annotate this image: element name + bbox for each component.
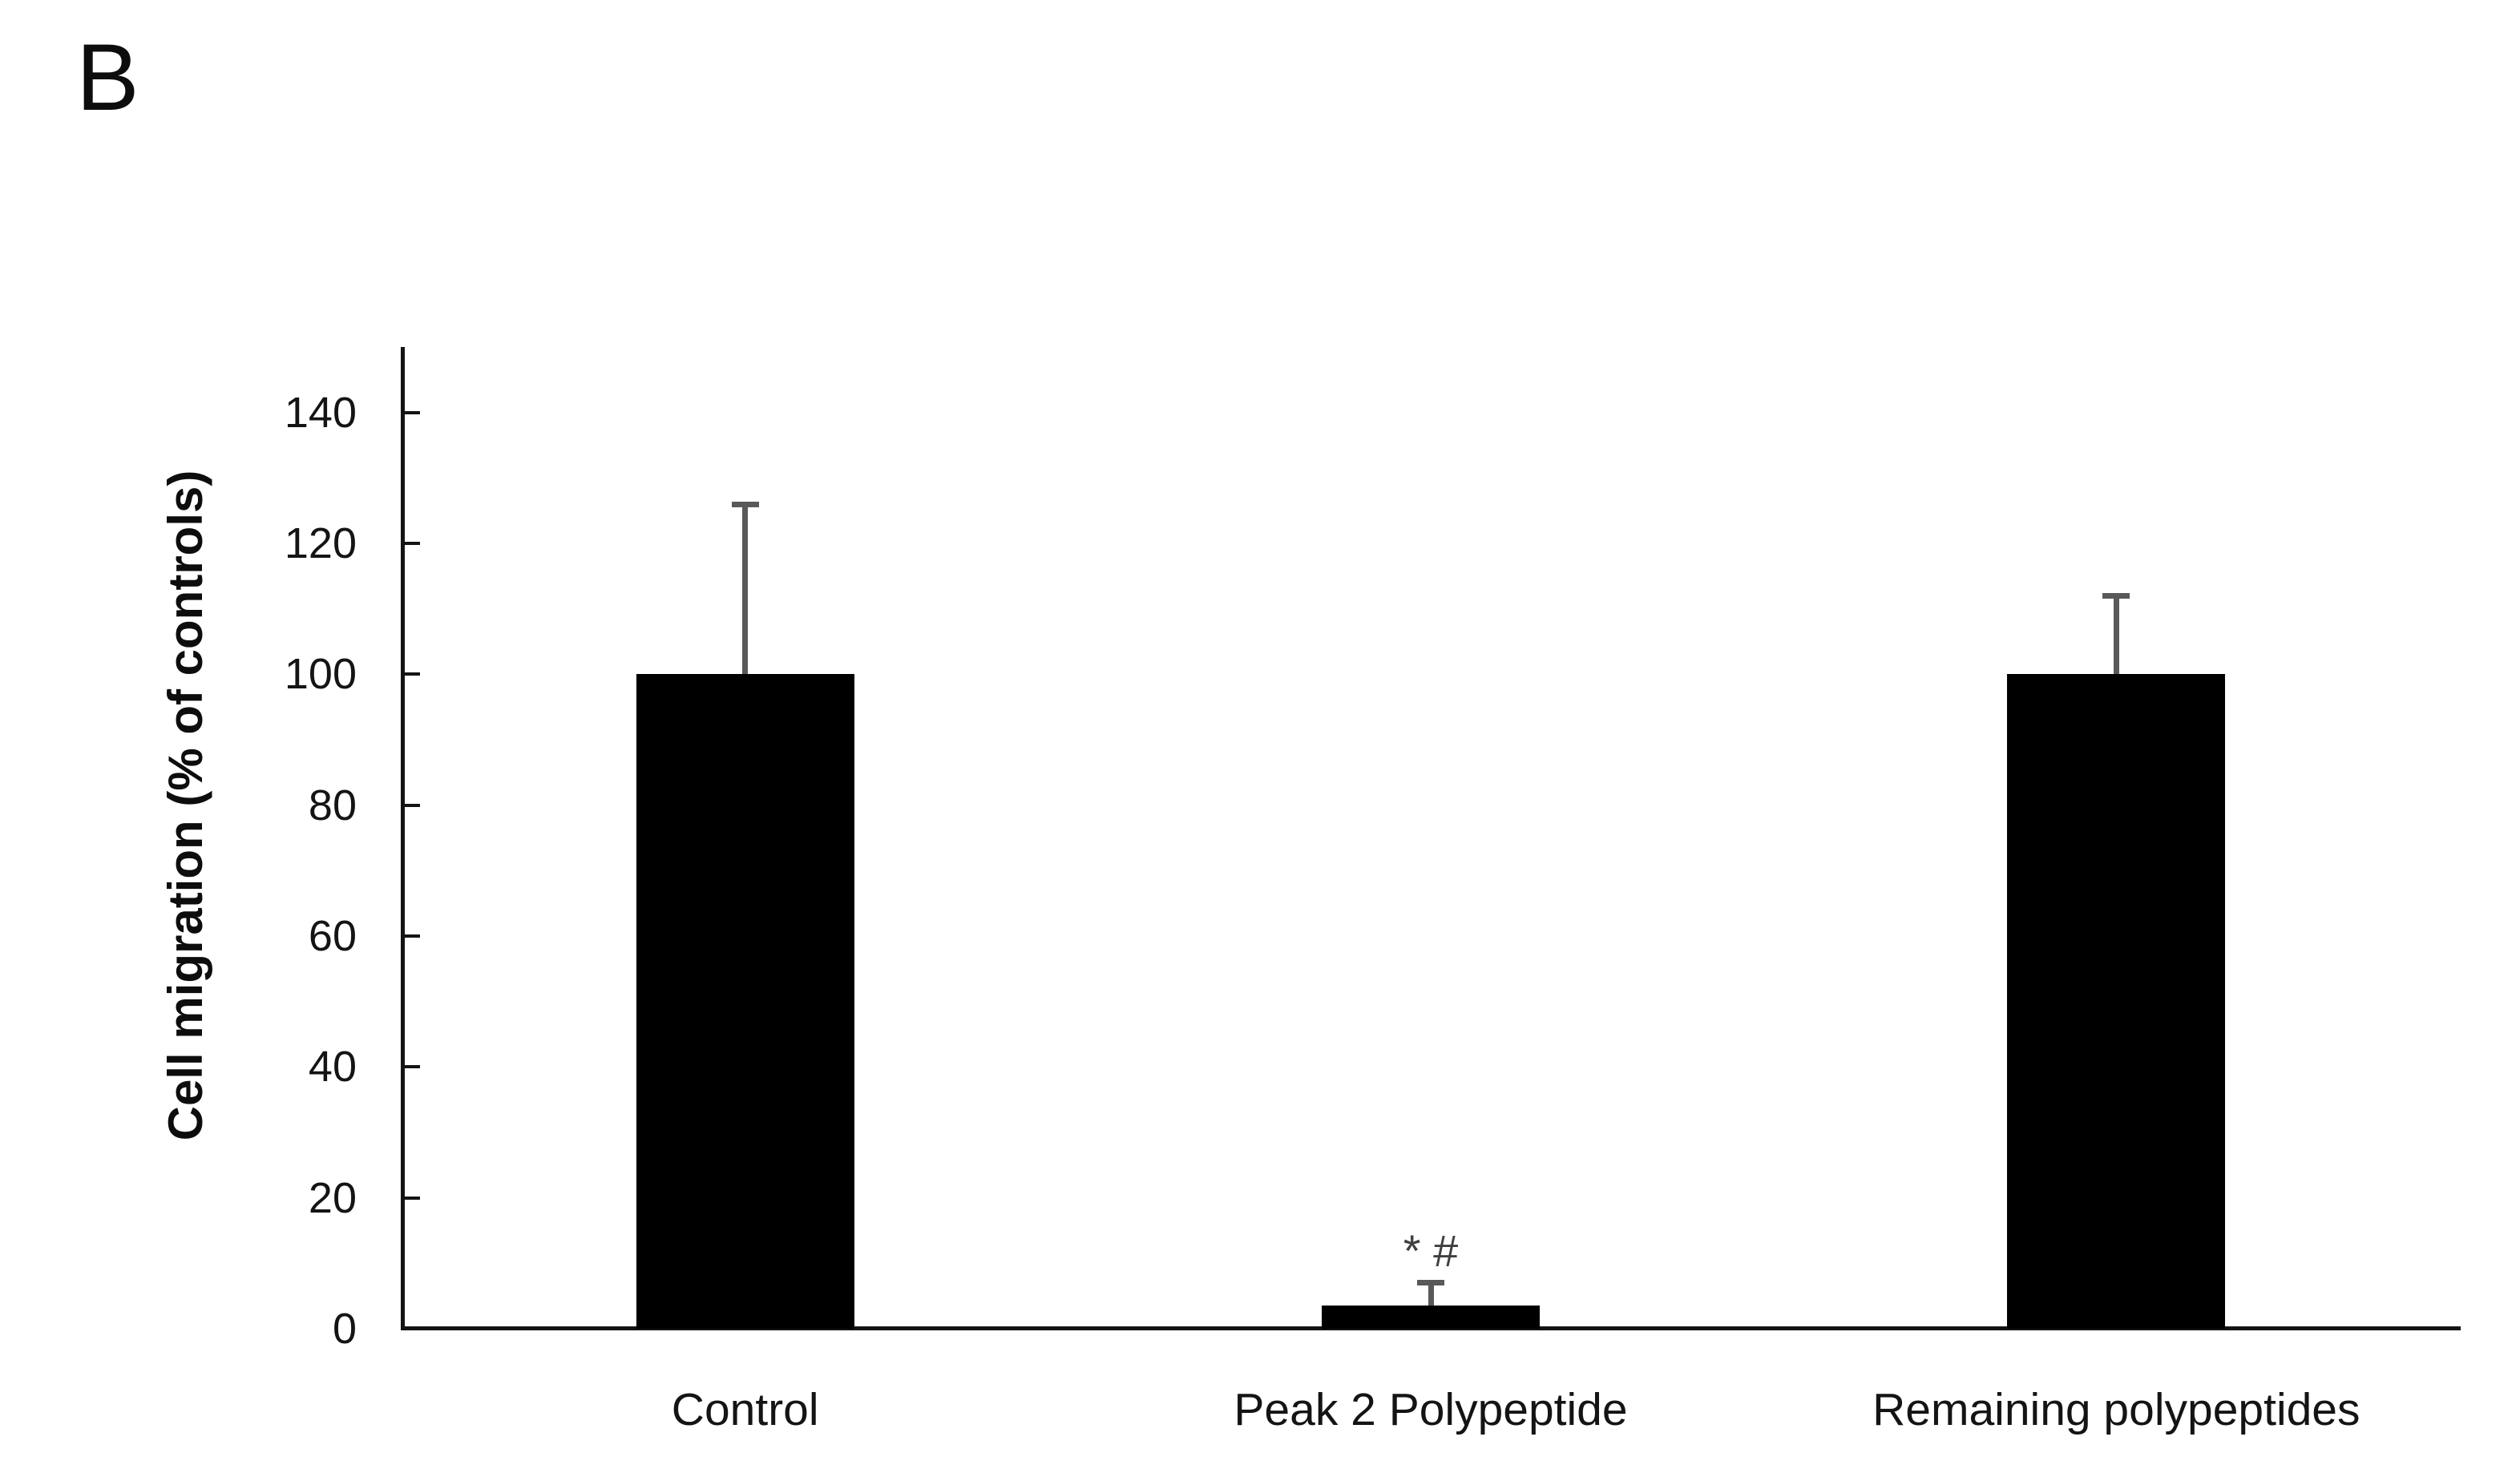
x-axis-label-remaining-polypeptides: Remaining polypeptides [1872, 1384, 2360, 1435]
bar-remaining-polypeptides [2007, 674, 2226, 1329]
x-axis-label-peak-2-polypeptide: Peak 2 Polypeptide [1234, 1384, 1628, 1435]
error-bar-cap-remaining-polypeptides [2102, 592, 2130, 599]
y-tick-mark [402, 1327, 420, 1330]
y-tick-label: 120 [284, 519, 357, 567]
y-tick-mark [402, 672, 420, 676]
x-axis-label-control: Control [671, 1384, 819, 1435]
panel-label: B [76, 25, 139, 131]
y-tick-label: 20 [308, 1173, 357, 1222]
bar-peak-2-polypeptide [1322, 1306, 1540, 1329]
error-bar-line-peak-2-polypeptide [1428, 1282, 1434, 1306]
y-tick-mark [402, 803, 420, 807]
error-bar-line-remaining-polypeptides [2113, 595, 2119, 675]
plot-area: 0 20 40 60 80 100 120 140 Control Peak 2 Polypept… [285, 347, 2461, 1435]
error-bar-cap-control [731, 501, 759, 507]
y-tick-mark [402, 1065, 420, 1069]
significance-annotation: * # [1403, 1225, 1459, 1276]
y-tick-label: 100 [284, 650, 357, 699]
y-axis-line [401, 347, 405, 1330]
y-tick-mark [402, 934, 420, 938]
y-tick-label: 80 [308, 781, 357, 829]
y-tick-label: 40 [308, 1043, 357, 1092]
error-bar-cap-peak-2-polypeptide [1417, 1280, 1444, 1286]
y-tick-mark [402, 542, 420, 545]
y-tick-label: 140 [284, 388, 357, 437]
y-tick-label: 60 [308, 912, 357, 960]
error-bar-line-control [742, 504, 749, 675]
y-tick-label: 0 [332, 1305, 357, 1353]
y-tick-mark [402, 410, 420, 414]
y-tick-mark [402, 1196, 420, 1200]
bar-control [636, 674, 854, 1329]
